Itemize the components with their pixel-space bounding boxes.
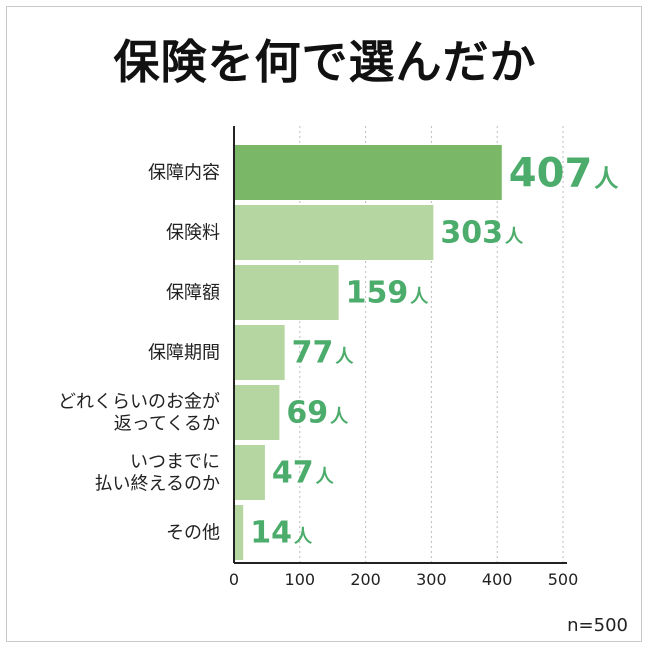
x-tick-label: 400 (482, 570, 513, 589)
category-label: 払い終えるのか (95, 474, 220, 495)
value-label: 47 人 (272, 456, 335, 491)
value-label: 159 人 (346, 276, 430, 311)
category-label: 保障額 (166, 283, 220, 304)
axes: 0 100 200 300 400 500 (229, 126, 578, 589)
value-label: 14 人 (250, 516, 313, 551)
bar (234, 445, 265, 500)
value-label: 303 人 (440, 216, 524, 251)
category-label: 返ってくるか (114, 414, 220, 435)
category-label: 保障内容 (148, 163, 220, 184)
x-tick-label: 100 (285, 570, 316, 589)
category-label: その他 (166, 523, 220, 544)
chart-title: 保険を何で選んだか (113, 35, 537, 89)
value-label: 407人 (509, 151, 619, 197)
x-tick-label: 200 (350, 570, 381, 589)
x-tick-label: 300 (416, 570, 447, 589)
bar (234, 385, 280, 440)
bar (234, 145, 502, 200)
category-label: 保障期間 (148, 343, 220, 364)
x-tick-label: 0 (229, 570, 239, 589)
bar (234, 265, 339, 320)
bar (234, 505, 244, 560)
bars (234, 145, 502, 560)
bar (234, 205, 434, 260)
category-label: いつまでに (130, 452, 220, 473)
sample-size-note: n=500 (567, 615, 628, 636)
chart-frame (6, 6, 642, 642)
value-label: 69 人 (286, 396, 349, 431)
value-label: 77 人 (292, 336, 355, 371)
category-label: どれくらいのお金が (58, 392, 220, 413)
bar (234, 325, 285, 380)
x-tick-label: 500 (548, 570, 579, 589)
category-label: 保険料 (166, 223, 220, 244)
